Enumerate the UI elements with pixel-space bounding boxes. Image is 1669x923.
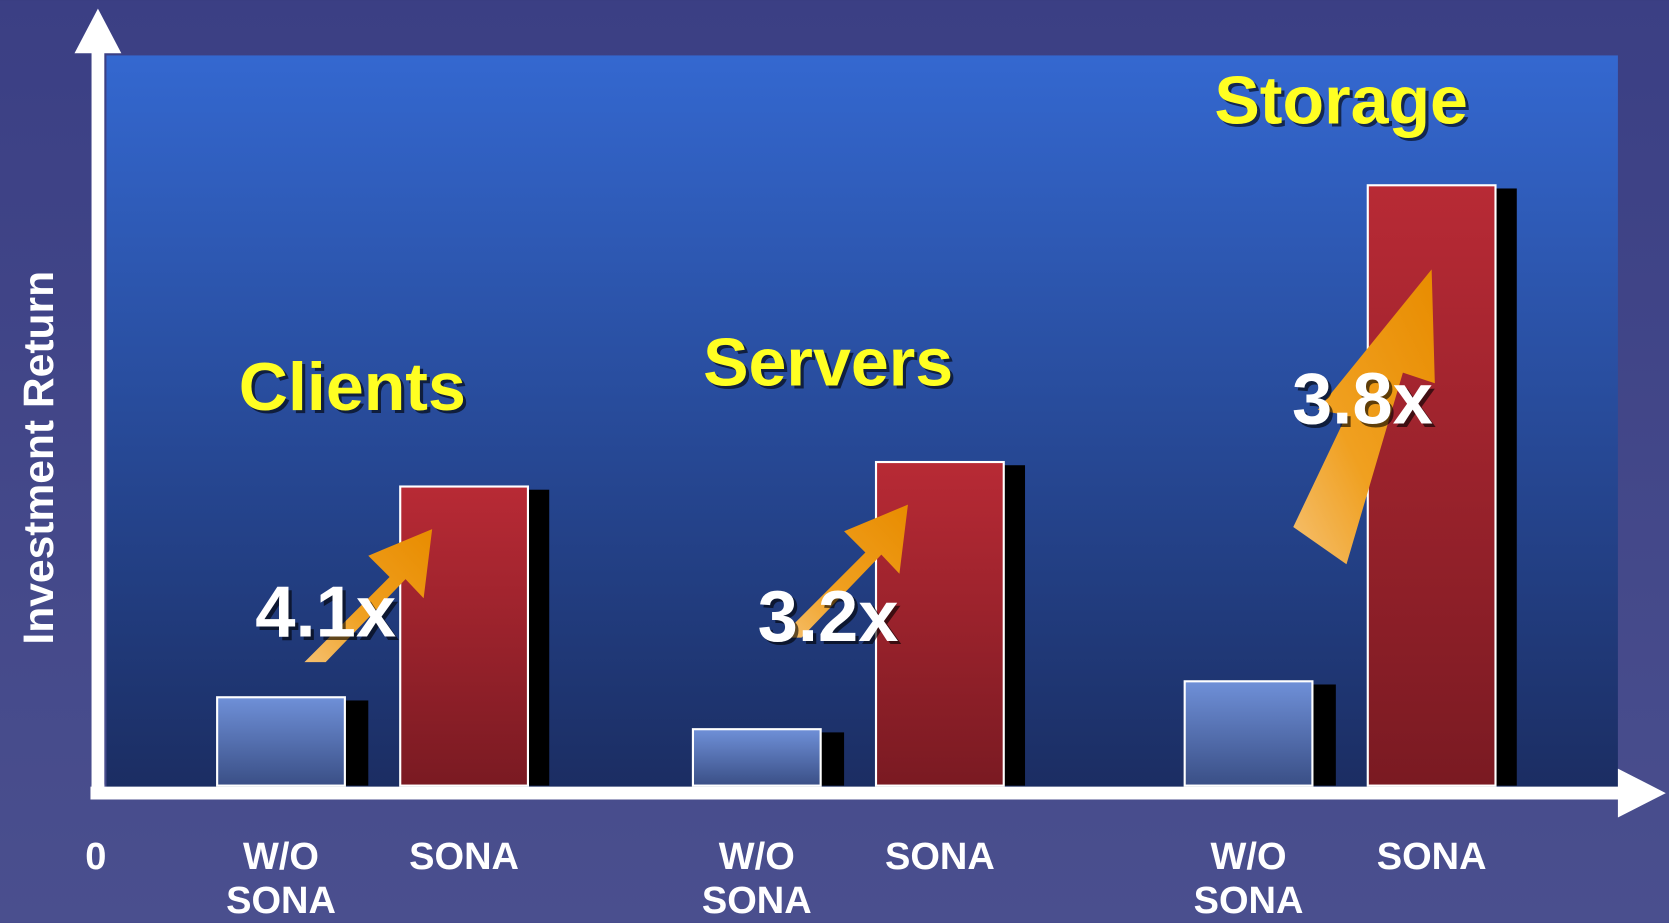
category-label-shadow: Storage — [1218, 66, 1472, 142]
x-tick-label: W/O SONA — [226, 835, 336, 922]
bar-shadow — [1003, 465, 1026, 786]
bar-shadow — [527, 489, 550, 786]
annotation: 4.1x — [255, 572, 396, 653]
arrow — [780, 504, 908, 638]
category-label: Clients — [239, 349, 466, 425]
annotation: 3.8x — [1292, 359, 1433, 440]
category-label: Storage — [1214, 63, 1468, 139]
bar — [691, 728, 822, 787]
bar — [216, 696, 346, 787]
y-axis-label: Investment Return — [15, 271, 63, 645]
bar — [1183, 680, 1314, 787]
bar-shadow — [1312, 684, 1336, 786]
x-tick-label: SONA — [1376, 835, 1487, 878]
annotation-shadow: 3.8x — [1295, 362, 1436, 443]
bar — [399, 485, 530, 787]
category-label-shadow: Servers — [706, 328, 956, 404]
arrow — [1293, 269, 1435, 565]
bar-shadow — [344, 700, 369, 786]
x-tick-label: W/O SONA — [1193, 835, 1304, 922]
arrow — [304, 529, 433, 663]
bar-shadow — [820, 732, 845, 786]
bar-shadow — [1495, 188, 1517, 786]
y-tick-label: 0 — [85, 835, 107, 878]
x-axis-arrow — [1617, 768, 1666, 818]
annotation-shadow: 4.1x — [258, 575, 399, 656]
category-label: Servers — [703, 324, 953, 400]
annotation: 3.2x — [758, 576, 899, 657]
category-label-shadow: Clients — [242, 352, 469, 428]
x-tick-label: W/O SONA — [701, 835, 812, 922]
annotation-shadow: 3.2x — [761, 579, 902, 660]
x-tick-label: SONA — [409, 835, 519, 878]
x-tick-label: SONA — [884, 835, 995, 878]
y-axis-arrow — [74, 8, 122, 54]
